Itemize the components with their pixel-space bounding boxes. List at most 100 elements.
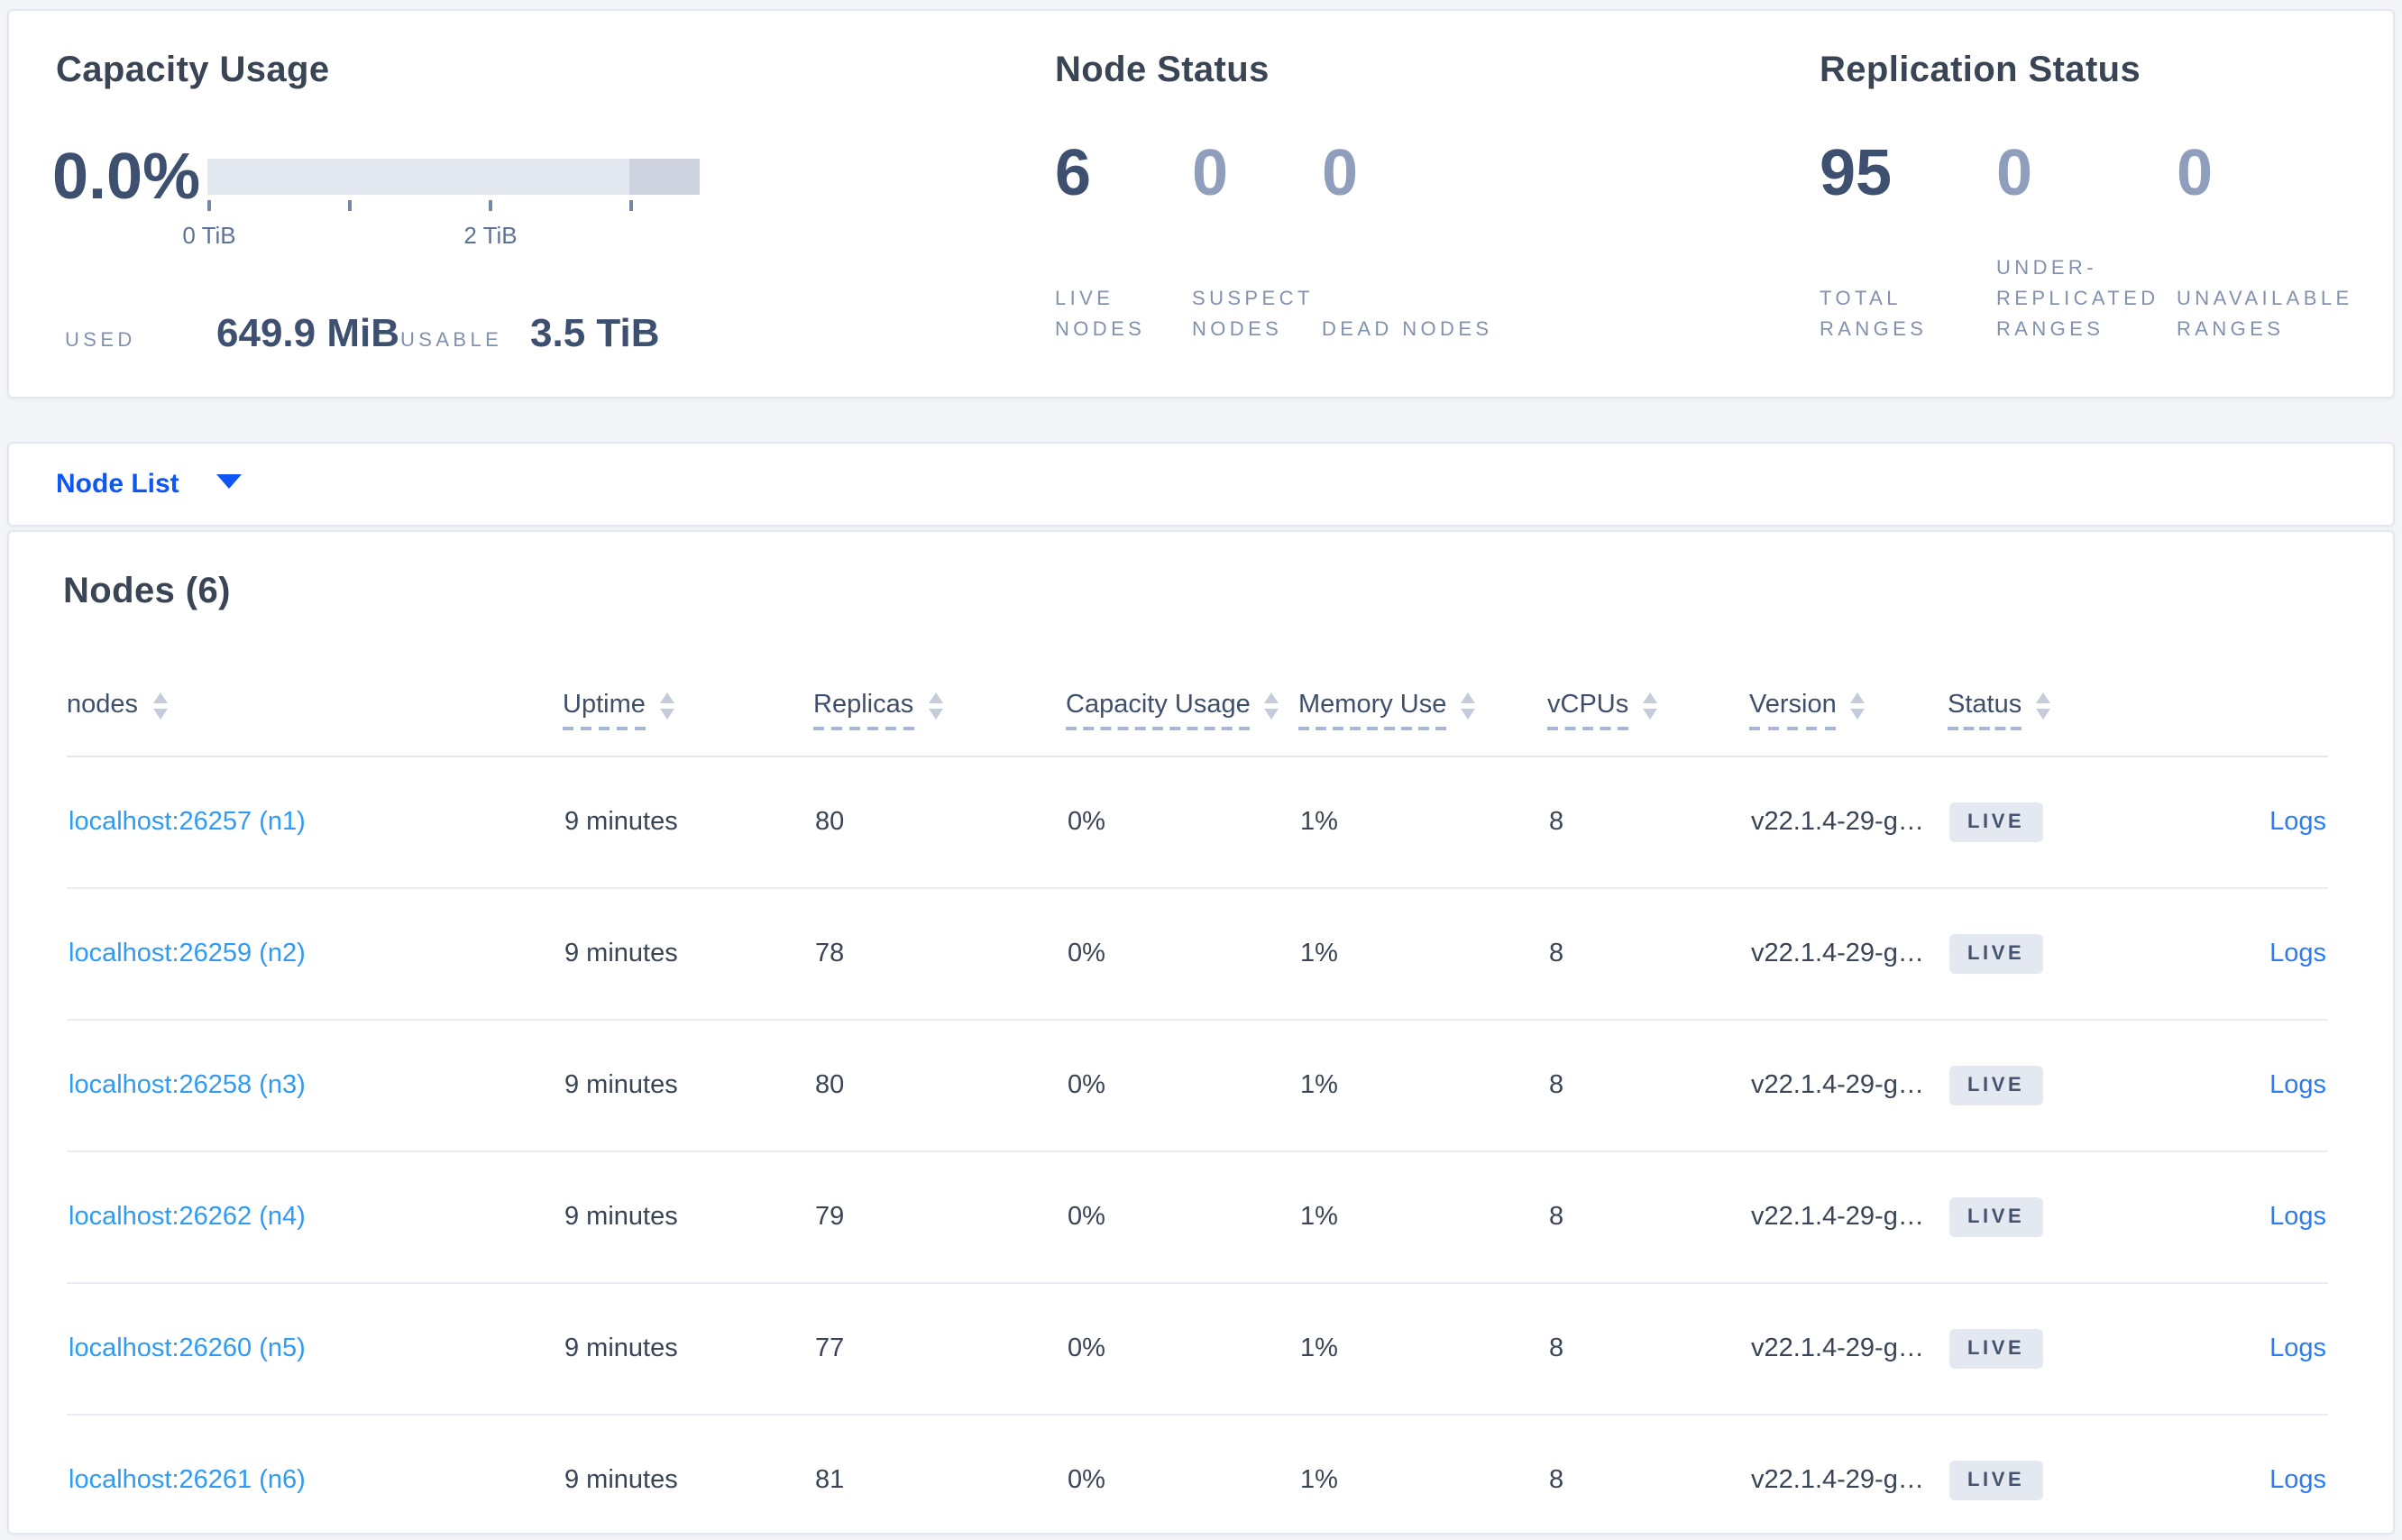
replicas-cell: 79 xyxy=(813,1151,1066,1284)
node-link[interactable]: localhost:26260 (n5) xyxy=(69,1334,306,1363)
status-badge: LIVE xyxy=(1949,1065,2043,1106)
status-badge: LIVE xyxy=(1949,802,2043,843)
version-cell: v22.1.4-29-g… xyxy=(1749,888,1948,1021)
axis-tick-label: 2 TiB xyxy=(463,222,518,249)
cluster-summary-card: Capacity Usage 0.0% 0 TiB 2 TiB USED 649… xyxy=(7,9,2395,399)
capacity-usage-title: Capacity Usage xyxy=(56,50,330,90)
nodes-table-title: Nodes (6) xyxy=(63,572,231,611)
logs-link[interactable]: Logs xyxy=(2269,1466,2326,1495)
unavailable-ranges-label: UNAVAILABLE RANGES xyxy=(2177,288,2353,341)
usable-value: 3.5 TiB xyxy=(530,310,660,355)
column-label: vCPUs xyxy=(1547,691,1629,730)
node-status-labels: LIVE NODES SUSPECT NODES DEAD NODES xyxy=(1055,242,1502,346)
usable-label: USABLE xyxy=(400,330,503,352)
node-link[interactable]: localhost:26258 (n3) xyxy=(69,1071,306,1100)
column-label: Capacity Usage xyxy=(1066,691,1251,730)
sort-icon xyxy=(1461,692,1476,720)
capacity-used-percent: 0.0% xyxy=(52,139,201,213)
node-link[interactable]: localhost:26262 (n4) xyxy=(69,1203,306,1232)
capacity-cell: 0% xyxy=(1066,756,1298,889)
replicas-cell: 81 xyxy=(813,1415,1066,1533)
sort-icon xyxy=(152,692,168,720)
replicas-cell: 80 xyxy=(813,756,1066,889)
replication-status-values: 95 0 0 xyxy=(1820,135,2402,209)
axis-tick-label: 0 TiB xyxy=(182,222,236,249)
status-badge: LIVE xyxy=(1949,1460,2043,1501)
suspect-nodes-count: 0 xyxy=(1192,135,1229,209)
under-replicated-ranges-label: UNDER-REPLICATED RANGES xyxy=(1996,257,2159,341)
dead-nodes-label: DEAD NODES xyxy=(1322,318,1493,341)
version-cell: v22.1.4-29-g… xyxy=(1749,756,1948,889)
vcpus-cell: 8 xyxy=(1547,1020,1749,1152)
column-label: Version xyxy=(1749,691,1837,730)
axis-tick xyxy=(489,200,492,211)
table-row: localhost:26257 (n1) 9 minutes 80 0% 1% … xyxy=(67,756,2328,889)
used-label: USED xyxy=(65,330,136,352)
table-row: localhost:26260 (n5) 9 minutes 77 0% 1% … xyxy=(67,1283,2328,1416)
sort-icon xyxy=(1643,692,1658,720)
uptime-cell: 9 minutes xyxy=(563,756,813,889)
axis-tick xyxy=(629,200,633,211)
used-value: 649.9 MiB xyxy=(216,310,399,355)
total-ranges-label: TOTAL RANGES xyxy=(1820,288,1928,341)
axis-tick xyxy=(348,200,352,211)
vcpus-cell: 8 xyxy=(1547,1415,1749,1533)
node-link[interactable]: localhost:26259 (n2) xyxy=(69,940,306,968)
memory-cell: 1% xyxy=(1298,1020,1547,1152)
node-status-values: 6 0 0 xyxy=(1055,135,1502,209)
column-header-version[interactable]: Version xyxy=(1749,615,1948,757)
node-list-dropdown[interactable]: Node List xyxy=(56,444,242,525)
capacity-usage-bar xyxy=(207,159,700,195)
column-header-memory-use[interactable]: Memory Use xyxy=(1298,615,1547,757)
status-badge: LIVE xyxy=(1949,1328,2043,1370)
sort-icon xyxy=(659,692,674,720)
logs-link[interactable]: Logs xyxy=(2269,808,2326,837)
version-cell: v22.1.4-29-g… xyxy=(1749,1283,1948,1416)
capacity-cell: 0% xyxy=(1066,1283,1298,1416)
column-header-logs xyxy=(2130,615,2328,757)
replication-status-title: Replication Status xyxy=(1820,50,2141,90)
chevron-down-icon xyxy=(215,474,242,489)
nodes-table-card: Nodes (6) nodes xyxy=(7,530,2395,1535)
view-selector-card: Node List xyxy=(7,442,2395,527)
column-header-uptime[interactable]: Uptime xyxy=(563,615,813,757)
sort-icon xyxy=(1264,692,1279,720)
memory-cell: 1% xyxy=(1298,1151,1547,1284)
column-header-nodes[interactable]: nodes xyxy=(67,615,563,757)
vcpus-cell: 8 xyxy=(1547,1283,1749,1416)
column-header-vcpus[interactable]: vCPUs xyxy=(1547,615,1749,757)
version-cell: v22.1.4-29-g… xyxy=(1749,1020,1948,1152)
capacity-stats: USED 649.9 MiB USABLE 3.5 TiB xyxy=(65,310,660,357)
column-header-replicas[interactable]: Replicas xyxy=(813,615,1066,757)
node-link[interactable]: localhost:26257 (n1) xyxy=(69,808,306,837)
table-row: localhost:26259 (n2) 9 minutes 78 0% 1% … xyxy=(67,888,2328,1021)
capacity-cell: 0% xyxy=(1066,1415,1298,1533)
memory-cell: 1% xyxy=(1298,1283,1547,1416)
capacity-bar-axis: 0 TiB 2 TiB xyxy=(182,200,700,258)
status-badge: LIVE xyxy=(1949,1196,2043,1238)
version-cell: v22.1.4-29-g… xyxy=(1749,1151,1948,1284)
uptime-cell: 9 minutes xyxy=(563,1415,813,1533)
table-row: localhost:26258 (n3) 9 minutes 80 0% 1% … xyxy=(67,1020,2328,1152)
status-badge: LIVE xyxy=(1949,933,2043,975)
table-row: localhost:26261 (n6) 9 minutes 81 0% 1% … xyxy=(67,1415,2328,1533)
logs-link[interactable]: Logs xyxy=(2269,940,2326,968)
logs-link[interactable]: Logs xyxy=(2269,1203,2326,1232)
node-link[interactable]: localhost:26261 (n6) xyxy=(69,1466,306,1495)
column-header-status[interactable]: Status xyxy=(1948,615,2130,757)
live-nodes-count: 6 xyxy=(1055,135,1092,209)
column-label: Replicas xyxy=(813,691,914,730)
column-label: Status xyxy=(1948,691,2022,730)
capacity-cell: 0% xyxy=(1066,888,1298,1021)
logs-link[interactable]: Logs xyxy=(2269,1071,2326,1100)
column-label: Uptime xyxy=(563,691,646,730)
column-header-capacity-usage[interactable]: Capacity Usage xyxy=(1066,615,1298,757)
column-label: nodes xyxy=(67,691,139,720)
logs-link[interactable]: Logs xyxy=(2269,1334,2326,1363)
unavailable-ranges-count: 0 xyxy=(2177,135,2214,209)
under-replicated-ranges-count: 0 xyxy=(1996,135,2033,209)
sort-icon xyxy=(928,692,943,720)
vcpus-cell: 8 xyxy=(1547,888,1749,1021)
sort-icon xyxy=(1850,692,1866,720)
